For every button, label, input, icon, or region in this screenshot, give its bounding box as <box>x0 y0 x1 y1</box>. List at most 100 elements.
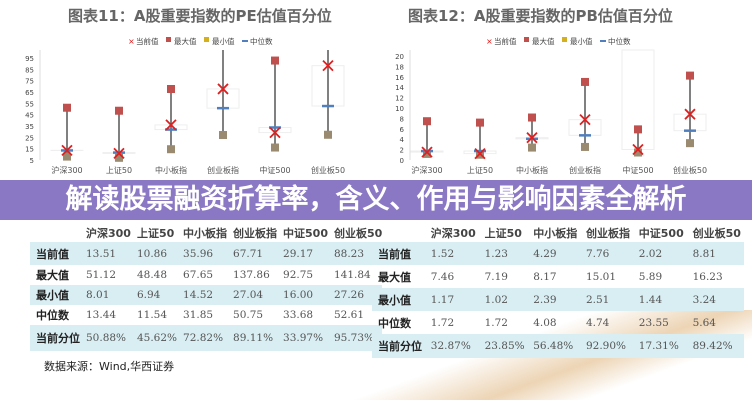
x-tick-label: 创业板50 <box>311 165 345 175</box>
min-marker <box>423 149 431 158</box>
data-source: 数据来源：Wind,华西证券 <box>44 360 175 373</box>
max-marker <box>528 113 536 122</box>
current-marker <box>579 114 591 126</box>
table-cell: 2.51 <box>579 288 633 311</box>
table-cell: 1.23 <box>478 242 528 265</box>
table-cell: 31.85 <box>183 309 214 321</box>
current-marker <box>684 108 696 120</box>
legend-label: 最大值 <box>174 36 197 46</box>
table-cell: 8.17 <box>533 270 557 283</box>
table-cell: 67.71 <box>227 242 278 265</box>
column-header: 中证500 <box>283 227 328 240</box>
column-header: 上证50 <box>484 227 522 240</box>
table-row: 当前分位 32.87% 23.85% 56.48% 92.90% 17.31% 89.42% <box>372 334 744 358</box>
table-cell: 4.29 <box>527 242 580 265</box>
max-marker <box>634 125 642 134</box>
table-cell: 137.86 <box>233 269 270 281</box>
pb-table: 沪深300 上证50 中小板指 创业板指 中证500 创业板50 当前值 1.52 1.23 4.… <box>372 224 744 358</box>
y-tick-label: 6 <box>400 126 405 134</box>
table-cell: 50.75 <box>233 309 264 321</box>
row-label: 中位数 <box>378 316 411 330</box>
table-cell: 51.12 <box>86 269 117 281</box>
table-cell: 2.39 <box>527 288 580 311</box>
legend-label: 最小值 <box>570 36 593 46</box>
min-marker <box>63 152 71 161</box>
max-marker <box>686 71 694 80</box>
column-header: 创业板指 <box>233 227 278 240</box>
table-cell: 8.81 <box>686 242 744 265</box>
x-tick-label: 沪深300 <box>51 165 82 175</box>
legend-label: 最小值 <box>212 36 235 46</box>
table-cell: 7.76 <box>579 242 633 265</box>
x-tick-label: 中小板指 <box>155 165 187 175</box>
table-cell: 3.24 <box>686 288 744 311</box>
legend-x-icon: × <box>486 37 493 46</box>
y-tick-label: 45 <box>25 112 34 120</box>
table-cell: 67.65 <box>183 269 214 281</box>
legend-label: 当前值 <box>136 36 159 46</box>
y-tick-label: 14 <box>395 84 404 92</box>
y-tick-label: 65 <box>25 89 34 97</box>
table-cell: 45.62% <box>130 325 178 351</box>
table-cell: 33.97% <box>277 325 328 351</box>
current-marker <box>269 126 281 139</box>
table-row: 最大值 7.46 7.19 8.17 15.01 5.89 16.23 <box>372 265 744 288</box>
max-marker <box>271 56 279 65</box>
table-cell: 27.04 <box>227 285 278 305</box>
x-tick-label: 中证500 <box>622 165 653 175</box>
y-tick-label: 20 <box>395 53 404 61</box>
min-marker <box>324 130 332 139</box>
max-marker <box>63 103 71 112</box>
table-cell: 1.02 <box>478 288 528 311</box>
table-cell: 7.19 <box>484 270 508 283</box>
table-cell: 92.75 <box>283 269 314 281</box>
x-tick-label: 中小板指 <box>516 165 548 175</box>
table-cell: 89.11% <box>227 325 278 351</box>
table-cell: 29.17 <box>277 242 328 265</box>
table-cell: 5.89 <box>638 270 663 283</box>
table-cell: 23.55 <box>638 316 669 329</box>
table-cell: 88.23 <box>327 242 383 265</box>
min-marker <box>528 143 536 152</box>
column-header: 上证50 <box>136 227 175 240</box>
legend-square-icon <box>204 37 209 42</box>
row-label: 当前值 <box>372 242 425 265</box>
title-banner: 解读股票融资折算率，含义、作用与影响因素全解析 <box>0 180 752 220</box>
table-row: 当前分位 50.88% 45.62% 72.82% 89.11% 33.97% 95.73% <box>30 325 383 351</box>
y-tick-label: 95 <box>25 55 34 63</box>
min-marker <box>219 131 227 140</box>
table-cell: 16.00 <box>277 285 328 305</box>
legend-dash-icon <box>242 40 248 42</box>
table-cell: 4.08 <box>533 316 557 329</box>
y-tick-label: 2 <box>400 147 404 155</box>
table-cell: 5.64 <box>692 316 716 329</box>
max-marker <box>167 84 175 93</box>
min-marker <box>634 148 642 157</box>
min-marker <box>581 142 589 151</box>
column-header: 创业板50 <box>692 227 741 240</box>
max-marker <box>476 118 484 127</box>
table-cell: 10.86 <box>130 242 178 265</box>
table-cell: 16.23 <box>692 270 723 283</box>
table-cell: 1.17 <box>424 288 479 311</box>
y-tick-label: 12 <box>395 95 404 103</box>
column-header: 创业板指 <box>585 227 630 240</box>
current-marker <box>526 132 538 144</box>
legend-label: 最大值 <box>532 36 555 46</box>
table-cell: 11.54 <box>136 309 168 321</box>
x-tick-label: 创业板指 <box>207 165 239 175</box>
y-tick-label: 16 <box>395 74 404 82</box>
y-tick-label: 25 <box>25 134 34 142</box>
y-tick-label: 4 <box>400 136 405 144</box>
table-cell: 1.72 <box>430 316 455 329</box>
current-marker <box>421 146 433 158</box>
row-label: 当前分位 <box>372 334 425 358</box>
min-marker <box>167 145 175 154</box>
x-tick-label: 上证50 <box>467 166 493 175</box>
table-cell: 27.26 <box>327 285 383 305</box>
max-marker <box>423 117 431 126</box>
table-cell: 50.88% <box>80 325 131 351</box>
current-marker <box>632 143 644 156</box>
x-tick-label: 上证50 <box>106 166 132 175</box>
legend-label: 中位数 <box>250 36 273 46</box>
